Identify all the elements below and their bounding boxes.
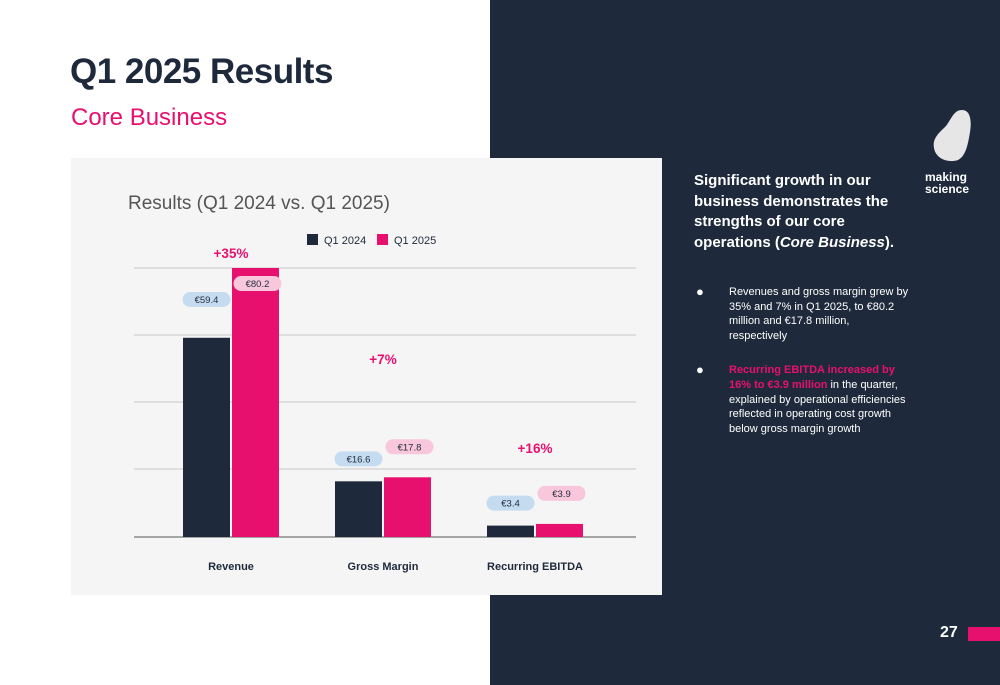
page-accent-bar — [968, 627, 1000, 641]
value-label: €80.2 — [246, 279, 270, 290]
making-science-logo: making science — [925, 108, 985, 195]
bar — [183, 337, 230, 537]
bullet-list: ● Revenues and gross margin grew by 35% … — [694, 284, 910, 456]
value-label-pill — [233, 276, 282, 291]
bullet-highlight: Recurring EBITDA increased by 16% to €3.… — [729, 364, 895, 391]
value-label: €17.8 — [398, 442, 422, 453]
bar — [232, 268, 279, 537]
value-label-pill — [182, 292, 231, 307]
logo-text-making: making — [925, 170, 968, 184]
logo-text-science: science — [925, 182, 970, 196]
page-number: 27 — [940, 624, 958, 641]
growth-label: +7% — [369, 352, 396, 367]
key-message-text: Significant growth in our business demon… — [694, 172, 889, 251]
legend-swatch — [307, 234, 318, 245]
page-title: Q1 2025 Results — [70, 52, 333, 91]
bar — [536, 523, 583, 537]
legend-label: Q1 2025 — [394, 235, 436, 247]
bullet-item: ● Recurring EBITDA increased by 16% to €… — [694, 363, 910, 436]
growth-label: +16% — [518, 441, 553, 456]
category-label: Revenue — [208, 561, 254, 573]
bar — [335, 481, 382, 537]
bullet-dot-icon: ● — [696, 284, 704, 299]
value-label: €3.9 — [552, 489, 571, 500]
bar — [487, 525, 534, 537]
results-chart-card: Results (Q1 2024 vs. Q1 2025) Q1 2024 Q1 2… — [71, 158, 662, 595]
bullet-dot-icon: ● — [696, 362, 704, 378]
category-label: Gross Margin — [348, 561, 419, 573]
bullet-item: ● Revenues and gross margin grew by 35% … — [694, 284, 910, 343]
bar — [384, 477, 431, 537]
value-label-pill — [334, 451, 383, 467]
page-subtitle: Core Business — [71, 104, 228, 131]
logo-blob-icon — [933, 110, 971, 162]
value-label: €3.4 — [501, 499, 520, 510]
bullet-text: Revenues and gross margin grew by 35% an… — [729, 286, 909, 342]
key-message: Significant growth in our business demon… — [694, 171, 899, 253]
chart-title: Results (Q1 2024 vs. Q1 2025) — [128, 193, 390, 214]
legend-label: Q1 2024 — [324, 235, 366, 247]
key-message-emphasis: Core Business — [779, 233, 885, 251]
results-bar-chart: Results (Q1 2024 vs. Q1 2025) Q1 2024 Q1 2… — [128, 193, 636, 573]
value-label-pill — [385, 439, 434, 455]
value-label-pill — [537, 485, 586, 501]
value-label: €16.6 — [347, 454, 371, 465]
growth-label: +35% — [214, 246, 249, 261]
key-message-end: ). — [884, 233, 895, 251]
value-label-pill — [486, 495, 535, 511]
legend-swatch — [377, 234, 388, 245]
bullet-text: in the quarter, explained by operational… — [729, 378, 906, 435]
value-label: €59.4 — [195, 295, 219, 306]
category-label: Recurring EBITDA — [487, 561, 583, 573]
